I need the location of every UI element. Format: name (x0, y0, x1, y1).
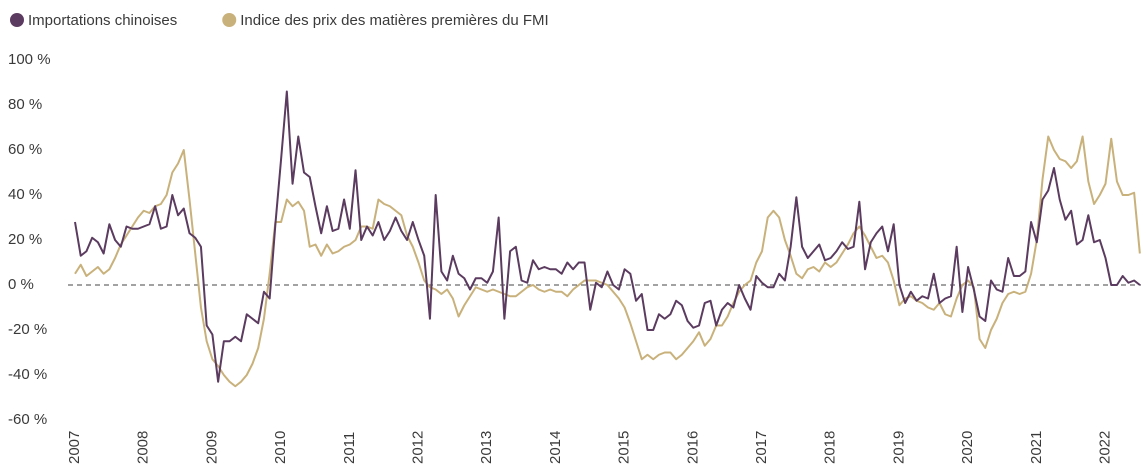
legend-marker (10, 13, 24, 27)
x-tick-label: 2022 (1096, 431, 1113, 464)
x-tick-label: 2013 (478, 431, 495, 464)
y-tick-label: -20 % (8, 321, 47, 338)
y-tick-label: -40 % (8, 366, 47, 383)
y-tick-label: 20 % (8, 231, 42, 248)
x-tick-label: 2018 (822, 431, 839, 464)
x-tick-label: 2016 (684, 431, 701, 464)
x-tick-label: 2011 (341, 432, 358, 464)
y-tick-label: 80 % (8, 96, 42, 113)
legend-marker (222, 13, 237, 27)
x-tick-label: 2021 (1028, 431, 1045, 464)
legend-label: Indice des prix des matières premières d… (240, 12, 548, 29)
y-tick-label: 100 % (8, 51, 51, 68)
x-tick-label: 2017 (753, 431, 770, 464)
series-line (74, 135, 1141, 388)
legend-label: Importations chinoises (28, 12, 177, 29)
x-tick-label: 2010 (272, 431, 289, 464)
x-tick-label: 2015 (616, 431, 633, 464)
series-line (74, 90, 1141, 383)
x-tick-label: 2020 (959, 431, 976, 464)
x-tick-label: 2007 (66, 431, 83, 464)
x-tick-label: 2012 (409, 431, 426, 464)
x-tick-label: 2009 (203, 431, 220, 464)
x-tick-label: 2014 (547, 431, 564, 464)
y-tick-label: 0 % (8, 276, 34, 293)
x-tick-label: 2008 (135, 431, 152, 464)
y-tick-label: 60 % (8, 141, 42, 158)
y-tick-label: 40 % (8, 186, 42, 203)
x-tick-label: 2019 (890, 431, 907, 464)
y-tick-label: -60 % (8, 411, 47, 428)
